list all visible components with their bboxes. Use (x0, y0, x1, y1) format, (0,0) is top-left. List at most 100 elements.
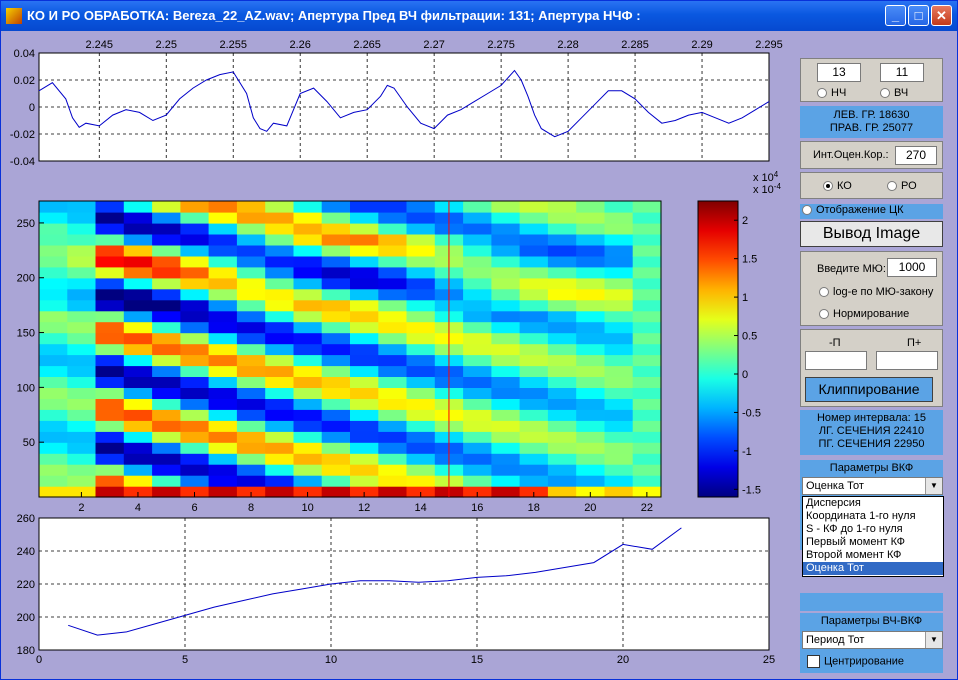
heatmap-cell (547, 222, 577, 235)
center-checkbox[interactable]: Центрирование (807, 655, 904, 668)
heatmap-cell (632, 486, 662, 498)
heatmap-cell (208, 321, 238, 334)
clip-button[interactable]: Клиппирование (805, 377, 933, 402)
waveform-plot: 2.245 2.25 2.255 2.26 2.265 2.27 2.275 2.28 2.28… (10, 39, 783, 168)
vkf-option[interactable]: Дисперсия (806, 497, 861, 509)
heatmap-cell (350, 332, 379, 345)
heatmap-cell (208, 365, 238, 377)
log-radio-icon (819, 287, 829, 298)
heatmap-cell (378, 299, 408, 312)
colorbar (697, 200, 739, 498)
title-bar[interactable]: КО И РО ОБРАБОТКА: Bereza_22_AZ.wav; Апе… (1, 1, 957, 31)
vkf-option[interactable]: Координата 1-го нуля (806, 510, 916, 522)
heatmap-cell (180, 453, 210, 465)
heatmap-cell (236, 486, 266, 498)
heatmap-cell (463, 332, 492, 345)
heatmap-cell (491, 343, 521, 356)
ko-radio[interactable]: КО (823, 180, 852, 192)
maximize-button[interactable]: □ (908, 5, 929, 26)
x-tick-label: 2 (78, 502, 84, 514)
minus-p-input[interactable] (805, 351, 867, 370)
y-tick-label: 200 (17, 273, 35, 285)
heatmap-cell (265, 233, 295, 246)
heatmap-cell (547, 431, 577, 443)
heatmap-cell (576, 387, 606, 399)
nch-input[interactable]: 13 (817, 63, 861, 82)
heatmap-cell (208, 387, 238, 399)
heatmap-cell (350, 376, 379, 388)
norm-radio-icon (819, 309, 829, 320)
heatmap-cell (350, 244, 379, 257)
mu-input[interactable]: 1000 (887, 258, 937, 277)
heatmap-cell (123, 431, 153, 443)
int-input[interactable]: 270 (895, 146, 937, 165)
heatmap-cell (547, 332, 577, 345)
heatmap-cell (123, 222, 153, 235)
y-tick-label: 260 (17, 513, 35, 525)
clip-group: -П П+ Клиппирование (800, 329, 943, 407)
x-tick-label: 8 (248, 502, 254, 514)
heatmap-cell (491, 255, 521, 268)
chevron-down-icon[interactable]: ▼ (925, 478, 942, 494)
close-button[interactable]: ✕ (931, 5, 952, 26)
heatmap-axes (38, 200, 662, 498)
vkf-options-list[interactable]: Дисперсия Координата 1-го нуля S - КФ до 1… (802, 496, 944, 577)
vchvkf-dropdown[interactable]: Период Тот ▼ (802, 631, 943, 649)
heatmap-cell (208, 343, 238, 356)
colorbar-exponent-2-power: -4 (774, 182, 782, 191)
chevron-down-icon[interactable]: ▼ (925, 632, 942, 648)
vkf-title: Параметры ВКФ (829, 462, 914, 474)
heatmap-cell (293, 486, 323, 498)
vkf-option[interactable]: Оценка Тот (803, 562, 943, 575)
heatmap-cell (576, 343, 606, 356)
heatmap-cell (321, 398, 351, 410)
plus-p-input[interactable] (876, 351, 938, 370)
heatmap-cell (180, 486, 210, 498)
log-label: log-e по МЮ-закону (833, 286, 934, 298)
heatmap-cell (39, 420, 68, 432)
heatmap-cell (547, 376, 577, 388)
heatmap-cell (123, 310, 153, 323)
heatmap-cell (547, 387, 577, 399)
heatmap-cell (632, 442, 662, 454)
heatmap-cell (152, 321, 181, 334)
heatmap-cell (265, 453, 295, 465)
vkf-option[interactable]: S - КФ до 1-го нуля (806, 523, 903, 535)
heatmap-cell (95, 464, 125, 476)
heatmap-cell (463, 354, 492, 367)
vch-input[interactable]: 11 (880, 63, 924, 82)
heatmap-cell (293, 288, 323, 301)
heatmap-cell (123, 288, 153, 301)
colorbar-tick-label: 1.5 (742, 254, 757, 266)
vkf-dropdown[interactable]: Оценка Тот ▼ (802, 477, 943, 495)
heatmap-cell (321, 376, 351, 388)
vkf-option[interactable]: Второй момент КФ (806, 549, 902, 561)
log-radio[interactable]: log-e по МЮ-закону (819, 286, 933, 298)
heatmap-cell (180, 212, 210, 224)
colorbar-exponent-1: x 104 (753, 171, 779, 184)
otobr-row[interactable]: Отображение ЦК (800, 204, 943, 219)
colorbar-tick-label: -0.5 (742, 407, 761, 419)
norm-radio[interactable]: Нормирование (819, 308, 909, 320)
heatmap-cell (632, 222, 662, 235)
heatmap-cell (547, 212, 577, 224)
heatmap-cell (39, 299, 68, 312)
ro-radio[interactable]: РО (887, 180, 917, 192)
heatmap-cell (547, 288, 577, 301)
vkf-option[interactable]: Первый момент КФ (806, 536, 906, 548)
vyvod-image-button[interactable]: Вывод Image (800, 221, 943, 247)
nch-radio[interactable]: НЧ (817, 87, 846, 99)
heatmap-cell (547, 343, 577, 356)
minimize-button[interactable]: _ (885, 5, 906, 26)
heatmap-cell (519, 222, 549, 235)
vch-radio[interactable]: ВЧ (880, 87, 908, 99)
x-tick-label: 2.265 (353, 39, 381, 51)
heatmap-cell (547, 277, 577, 290)
heatmap-cell (95, 453, 125, 465)
heatmap-cell (180, 409, 210, 421)
heatmap-cell (95, 222, 125, 235)
heatmap-cell (39, 475, 68, 487)
heatmap-cell (236, 288, 266, 301)
heatmap-cell (406, 299, 436, 312)
